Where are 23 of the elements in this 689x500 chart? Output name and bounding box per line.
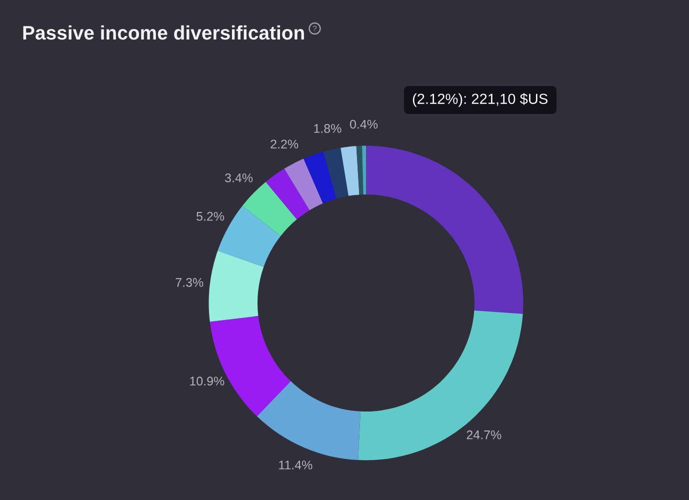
donut-slice <box>340 146 360 196</box>
data-label: 2.2% <box>270 140 298 148</box>
donut-slice <box>208 250 264 322</box>
chart-title: Passive income diversification <box>23 25 304 40</box>
donut-slice <box>323 148 348 199</box>
data-label: 24.7% <box>466 430 502 440</box>
data-label: 1.8% <box>314 124 342 133</box>
text: (2.12%): 221,10 $US <box>412 93 548 107</box>
donut-slice <box>366 146 524 314</box>
donut-slice <box>266 168 310 220</box>
data-label: 0.4% <box>350 120 378 129</box>
data-label: 7.3% <box>176 278 204 287</box>
donut-slice <box>358 310 523 460</box>
donut-slice <box>362 146 366 195</box>
data-label: 11.4% <box>279 460 312 470</box>
donut-slice <box>256 381 361 460</box>
donut-slice <box>356 146 364 195</box>
donut-slice <box>242 182 297 236</box>
donut-slice <box>284 158 323 210</box>
data-label: 5.2% <box>196 212 224 221</box>
data-label: 3.4% <box>225 173 253 182</box>
data-label: 10.9% <box>190 376 224 386</box>
donut-slice <box>304 152 337 204</box>
